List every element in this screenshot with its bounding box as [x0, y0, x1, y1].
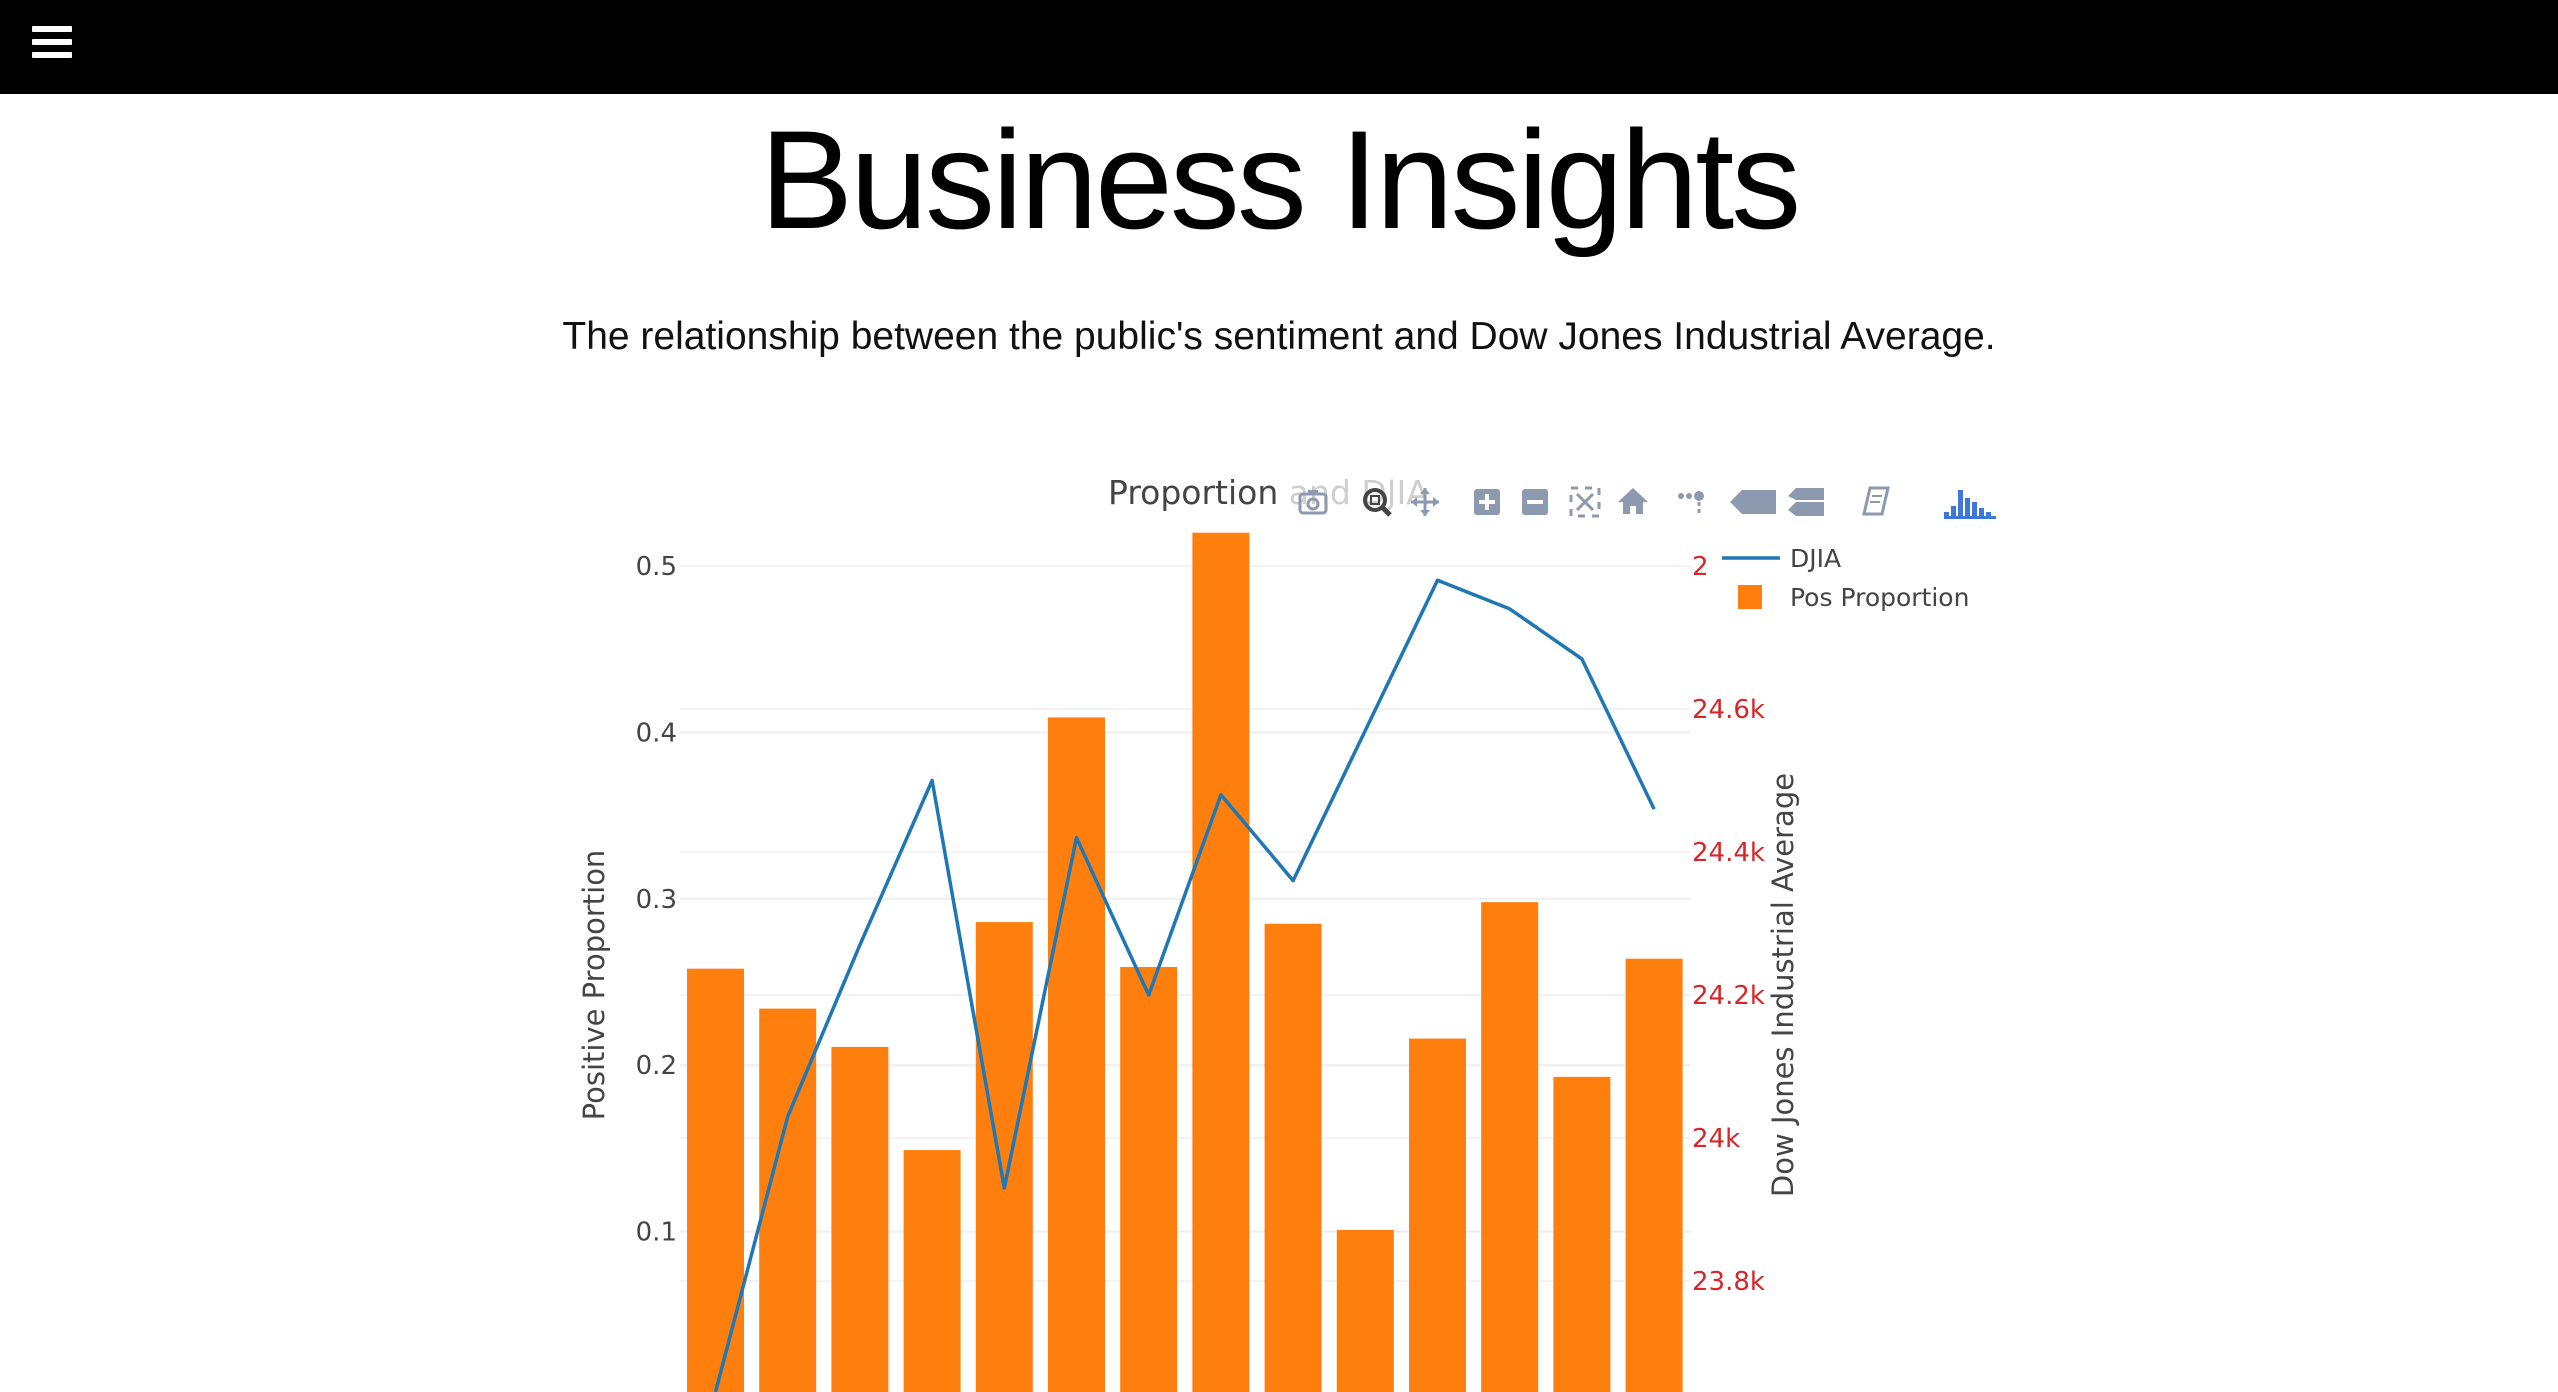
chart-title-main: Proportion: [1108, 473, 1289, 512]
hamburger-menu-icon[interactable]: [32, 24, 74, 62]
camera-icon[interactable]: [1298, 490, 1328, 515]
reset-axes-icon[interactable]: [1618, 488, 1648, 514]
chart-bar[interactable]: [903, 1150, 961, 1392]
top-navigation-bar: [0, 0, 2558, 94]
y2-tick-label: 24.2k: [1692, 981, 1765, 1011]
legend-label-djia: DJIA: [1790, 544, 1841, 573]
chart-bar[interactable]: [1409, 1038, 1466, 1392]
y2-tick-label: 24.4k: [1692, 838, 1765, 868]
y2-axis-title: Dow Jones Industrial Average: [1766, 773, 1800, 1197]
y-tick-label: 0.2: [636, 1051, 677, 1081]
y-tick-label: 0.4: [636, 718, 677, 748]
chart-bar[interactable]: [1336, 1229, 1394, 1392]
chart-bar[interactable]: [831, 1046, 889, 1392]
hover-closest-icon[interactable]: [1730, 490, 1776, 514]
chart-title: Proportion and DJIA: [1108, 473, 1429, 512]
zoom-out-icon[interactable]: [1522, 489, 1548, 515]
chart-bar[interactable]: [1264, 923, 1322, 1392]
y-tick-label: 0.1: [636, 1218, 677, 1248]
legend-bar-swatch: [1738, 585, 1762, 609]
zoom-in-icon[interactable]: [1474, 489, 1500, 515]
hover-compare-icon[interactable]: [1788, 488, 1824, 516]
page-subtitle: The relationship between the public's se…: [562, 315, 1996, 358]
chart-bar[interactable]: [1625, 958, 1683, 1392]
chart-bar[interactable]: [1192, 532, 1250, 1392]
page-title: Business Insights: [759, 101, 1801, 258]
pan-icon[interactable]: [1411, 488, 1439, 516]
y2-tick-label: 24k: [1692, 1124, 1740, 1154]
y2-tick-label: 2: [1692, 552, 1709, 582]
chart-bar[interactable]: [1553, 1076, 1611, 1392]
chart-bar[interactable]: [1048, 717, 1105, 1392]
djia-line[interactable]: [713, 578, 1656, 1392]
chart-bar[interactable]: [1481, 902, 1539, 1392]
legend-label-pos-proportion: Pos Proportion: [1790, 583, 1969, 612]
zoom-icon[interactable]: [1363, 488, 1392, 517]
chart-bar[interactable]: [975, 922, 1033, 1392]
plotly-logo-icon[interactable]: [1944, 490, 1996, 519]
y2-tick-label: 24.6k: [1692, 695, 1765, 725]
y-tick-label: 0.5: [636, 552, 677, 582]
autoscale-icon[interactable]: [1569, 486, 1601, 518]
chart-bar[interactable]: [1120, 967, 1178, 1392]
y-axis-title: Positive Proportion: [577, 850, 611, 1121]
edit-chart-icon[interactable]: [1862, 486, 1890, 516]
chart-bar[interactable]: [687, 968, 744, 1392]
y2-tick-label: 23.8k: [1692, 1267, 1765, 1297]
y-tick-label: 0.3: [636, 885, 677, 915]
spike-lines-icon[interactable]: [1678, 491, 1704, 516]
